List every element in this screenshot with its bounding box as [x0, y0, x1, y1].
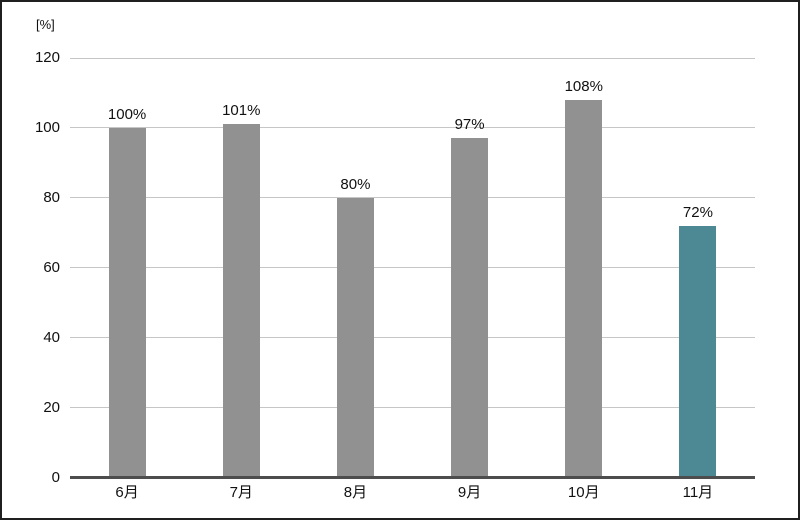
- x-tick-label-10月: 10月: [567, 483, 600, 501]
- gridline-y-60: [70, 267, 755, 269]
- y-axis-unit-label: [%]: [36, 17, 55, 32]
- y-tick-label-60: 60: [43, 258, 60, 276]
- bar-7月: [222, 124, 260, 478]
- bar-value-label-10月: 108%: [564, 77, 603, 95]
- gridline-y-20: [70, 407, 755, 409]
- y-tick-label-0: 0: [51, 468, 60, 486]
- y-tick-label-80: 80: [43, 188, 60, 206]
- bar-value-label-11月: 72%: [682, 203, 713, 221]
- x-tick-label-8月: 8月: [343, 483, 368, 501]
- x-tick-label-7月: 7月: [229, 483, 253, 501]
- gridline-y-120: [70, 57, 755, 59]
- bar-9月: [451, 138, 489, 478]
- y-tick-label-40: 40: [43, 328, 60, 346]
- gridline-y-100: [70, 127, 755, 129]
- bar-11月: [679, 225, 717, 478]
- bar-value-label-8月: 80%: [340, 175, 371, 193]
- x-axis-line: [70, 476, 755, 479]
- gridline-y-80: [70, 197, 755, 199]
- y-tick-label-20: 20: [43, 398, 60, 416]
- bar-value-label-7月: 101%: [222, 102, 261, 120]
- gridline-y-40: [70, 337, 755, 339]
- bar-value-label-6月: 100%: [107, 105, 147, 123]
- x-tick-label-11月: 11月: [682, 483, 714, 501]
- bar-10月: [565, 99, 603, 478]
- bar-8月: [336, 197, 374, 478]
- y-tick-label-120: 120: [34, 49, 60, 66]
- bar-value-label-9月: 97%: [454, 116, 485, 134]
- x-tick-label-6月: 6月: [115, 483, 139, 501]
- bar-6月: [108, 127, 146, 478]
- y-tick-label-100: 100: [34, 118, 60, 136]
- x-tick-label-9月: 9月: [457, 483, 482, 501]
